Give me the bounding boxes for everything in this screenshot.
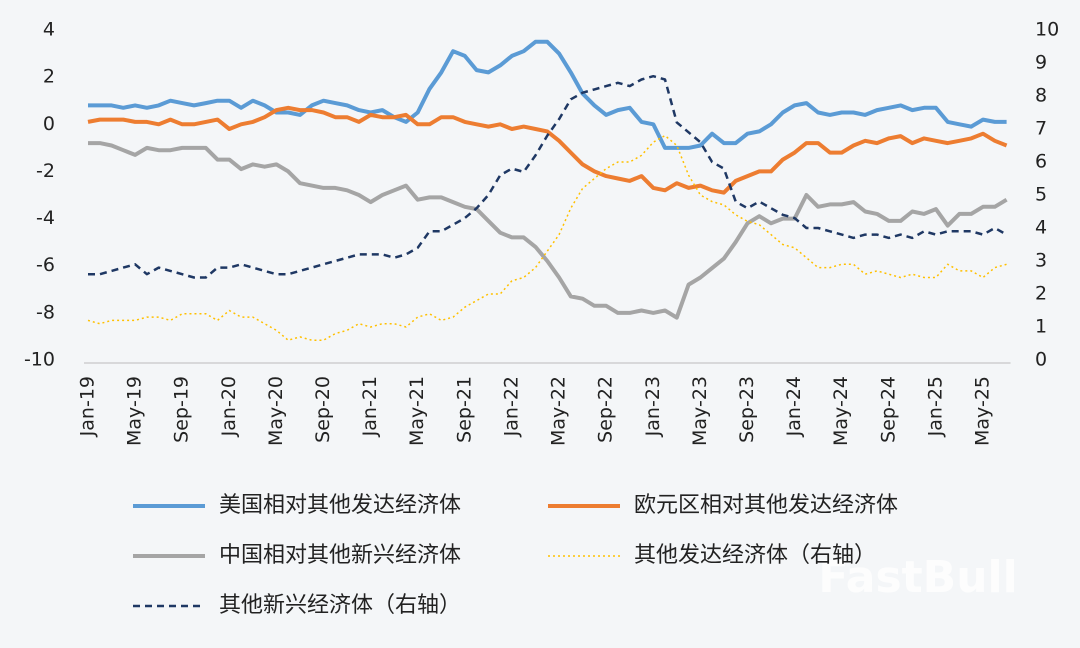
- x-tick-label: Sep-24: [877, 376, 899, 443]
- x-tick-label: Jan-22: [500, 376, 522, 437]
- y2-tick-label: 0: [1035, 349, 1047, 371]
- y-tick-label: 2: [43, 66, 55, 88]
- watermark: FastBull: [818, 552, 1017, 603]
- y2-tick-label: 4: [1035, 217, 1047, 239]
- x-tick-label: Jan-25: [924, 376, 946, 437]
- y-tick-label: -6: [36, 254, 55, 276]
- x-tick-label: May-23: [689, 376, 711, 446]
- x-tick-label: Jan-24: [783, 376, 805, 437]
- y-tick-label: 0: [43, 113, 55, 135]
- y2-tick-label: 8: [1035, 85, 1047, 107]
- y2-tick-label: 5: [1035, 184, 1047, 206]
- x-tick-label: Sep-23: [736, 376, 758, 443]
- x-tick-label: May-20: [265, 376, 287, 446]
- x-tick-label: May-24: [830, 376, 852, 446]
- x-tick-label: Jan-20: [218, 376, 240, 437]
- x-tick-label: Jan-21: [359, 376, 381, 437]
- series-line: [87, 105, 1008, 195]
- y2-tick-label: 9: [1035, 52, 1047, 74]
- y2-tick-label: 7: [1035, 118, 1047, 140]
- y2-tick-label: 1: [1035, 316, 1047, 338]
- legend-label: 其他发达经济体（右轴）: [634, 543, 876, 568]
- x-tick-label: May-25: [972, 376, 994, 446]
- series-line: [88, 39, 1007, 150]
- y2-tick-label: 10: [1035, 19, 1059, 41]
- x-tick-label: Jan-23: [642, 376, 664, 437]
- legend-label: 欧元区相对其他发达经济体: [634, 493, 898, 518]
- x-tick-label: Sep-22: [595, 376, 617, 443]
- x-tick-label: May-19: [124, 376, 146, 446]
- legend-label: 中国相对其他新兴经济体: [219, 543, 461, 568]
- y-tick-label: -2: [36, 160, 55, 182]
- y-tick-label: -10: [24, 349, 55, 371]
- y-tick-label: -8: [36, 301, 55, 323]
- series-line: [88, 74, 1008, 279]
- y2-tick-label: 2: [1035, 283, 1047, 305]
- series-line: [88, 141, 1008, 320]
- y2-tick-label: 3: [1035, 250, 1047, 272]
- series-line: [87, 134, 1007, 341]
- legend-label: 美国相对其他发达经济体: [219, 493, 461, 518]
- x-tick-label: Sep-20: [312, 376, 334, 443]
- x-tick-label: Jan-19: [77, 376, 99, 437]
- x-tick-label: Sep-19: [171, 376, 193, 443]
- x-tick-label: May-22: [548, 376, 570, 446]
- y-tick-label: 4: [43, 19, 55, 41]
- x-tick-label: Sep-21: [453, 376, 475, 443]
- y2-tick-label: 6: [1035, 151, 1047, 173]
- legend-label: 其他新兴经济体（右轴）: [219, 593, 461, 618]
- y-tick-label: -4: [36, 207, 55, 229]
- x-tick-label: May-21: [406, 376, 428, 446]
